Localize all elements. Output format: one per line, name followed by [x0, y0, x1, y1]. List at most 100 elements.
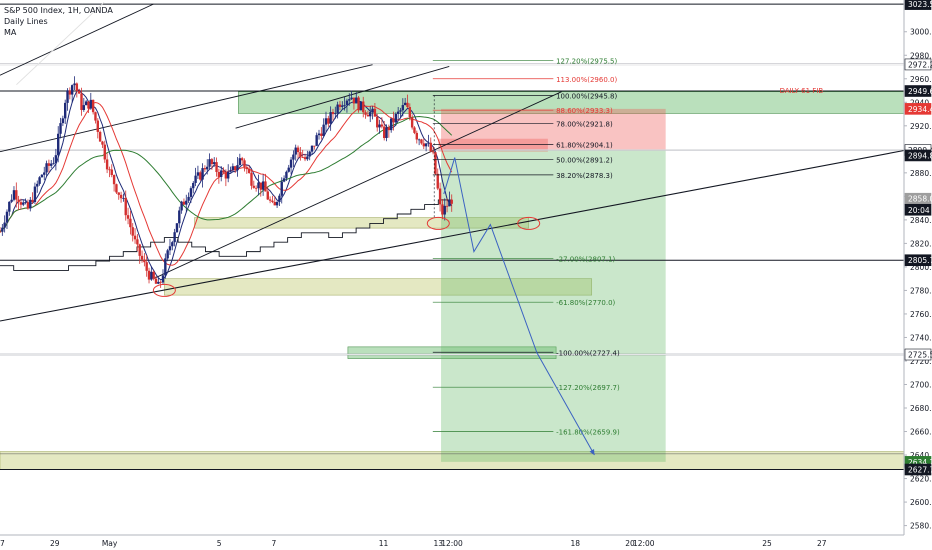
candle-body	[285, 171, 288, 179]
candle-body	[82, 105, 86, 110]
candle-body	[369, 112, 372, 117]
candle-body	[5, 211, 9, 223]
candle-body	[87, 101, 90, 109]
price-label: 2627.7	[908, 466, 932, 475]
candle-body	[226, 171, 230, 179]
candle-body	[59, 123, 62, 134]
candle-body	[359, 101, 363, 111]
candle-body	[185, 200, 188, 205]
candle-body	[171, 242, 174, 247]
target-zone-mid	[347, 346, 557, 359]
fib-level-label: 88.60%(2933.3)	[556, 107, 613, 115]
candle-body	[8, 201, 11, 212]
candle-body	[389, 118, 393, 131]
candle-body	[31, 199, 34, 203]
candle-body	[427, 142, 430, 144]
candle-body	[164, 258, 167, 276]
candle-body	[152, 271, 155, 279]
price-tick-label: 2820.0	[910, 239, 932, 248]
price-label-box	[904, 103, 932, 115]
candle-body	[22, 202, 25, 205]
price-tick-label: 2700.0	[910, 380, 932, 389]
time-tick-label: 25	[762, 539, 772, 548]
candle-body	[10, 199, 13, 202]
candle-body	[80, 93, 83, 110]
price-label-box	[904, 85, 932, 97]
time-tick-label: May	[102, 539, 118, 548]
fib-ext-label: -161.80%(2659.9)	[556, 429, 620, 437]
candle-body	[420, 139, 423, 144]
price-tick-label: 2840.0	[910, 216, 932, 225]
indicator-ma[interactable]: MA	[4, 28, 17, 37]
highlight-circle	[152, 283, 176, 297]
candle-body	[94, 112, 97, 121]
candle-body	[306, 156, 309, 160]
candle-body	[180, 201, 183, 211]
candle-body	[438, 188, 442, 205]
candle-body	[124, 197, 127, 216]
candle-body	[222, 170, 225, 173]
long-trendline	[0, 149, 905, 322]
candle-body	[166, 250, 169, 259]
candle-body	[352, 97, 356, 104]
candle-body	[1, 227, 4, 232]
candle-body	[36, 183, 39, 187]
candle-body	[98, 131, 102, 142]
time-tick-label: 5	[217, 539, 222, 548]
candle-body	[220, 170, 223, 177]
candle-body	[399, 110, 402, 112]
candle-body	[0, 231, 2, 233]
candle-body	[310, 145, 314, 152]
candle-body	[266, 191, 269, 200]
candle-body	[410, 117, 414, 128]
candle-body	[417, 139, 421, 141]
candle-body	[240, 158, 244, 161]
price-label: 2894.8	[908, 151, 932, 160]
chart-title: S&P 500 Index, 1H, OANDA	[4, 6, 113, 15]
fib-ext-label: -27.00%(2807.1)	[556, 256, 615, 264]
candle-body	[429, 142, 432, 152]
fib-level-label: 50.00%(2891.2)	[556, 157, 613, 165]
candle-body	[324, 118, 328, 125]
fib-ext-label: -100.00%(2727.4)	[556, 349, 620, 357]
price-tick-label: 2660.0	[910, 428, 932, 437]
fib-level-label: 38.20%(2878.3)	[556, 172, 613, 180]
candle-body	[338, 104, 342, 107]
annotation-daily-fib: DAILY 61 FIB	[780, 87, 824, 95]
candle-body	[236, 165, 239, 171]
candle-body	[210, 159, 214, 165]
candle-body	[441, 204, 444, 215]
candle-body	[108, 169, 111, 171]
indicator-daily-lines[interactable]: Daily Lines	[4, 17, 48, 26]
price-tick-label: 2720.0	[910, 357, 932, 366]
price-label: 2858.0	[908, 195, 932, 204]
candle-body	[140, 255, 144, 260]
time-tick-label: 7	[272, 539, 277, 548]
time-tick-label: 13	[434, 539, 444, 548]
candle-body	[61, 118, 65, 124]
candle-body	[320, 133, 323, 136]
candle-body	[450, 199, 453, 204]
candle-body	[129, 218, 132, 228]
candle-body	[96, 120, 99, 132]
candle-body	[334, 113, 337, 115]
candle-body	[434, 152, 437, 174]
candle-body	[287, 167, 290, 172]
candle-body	[70, 85, 74, 95]
candle-body	[331, 112, 335, 115]
candle-body	[161, 275, 165, 283]
candle-body	[133, 235, 137, 240]
candle-body	[178, 210, 181, 224]
candle-body	[122, 197, 125, 199]
candle-body	[19, 202, 23, 205]
price-label-box	[904, 254, 932, 267]
candle-body	[313, 145, 316, 147]
rising-channel-mid	[153, 91, 562, 280]
price-tick-label: 2800.0	[910, 263, 932, 272]
candle-body	[376, 116, 379, 128]
candle-body	[77, 90, 81, 94]
candle-body	[233, 166, 237, 171]
candle-body	[378, 124, 381, 128]
